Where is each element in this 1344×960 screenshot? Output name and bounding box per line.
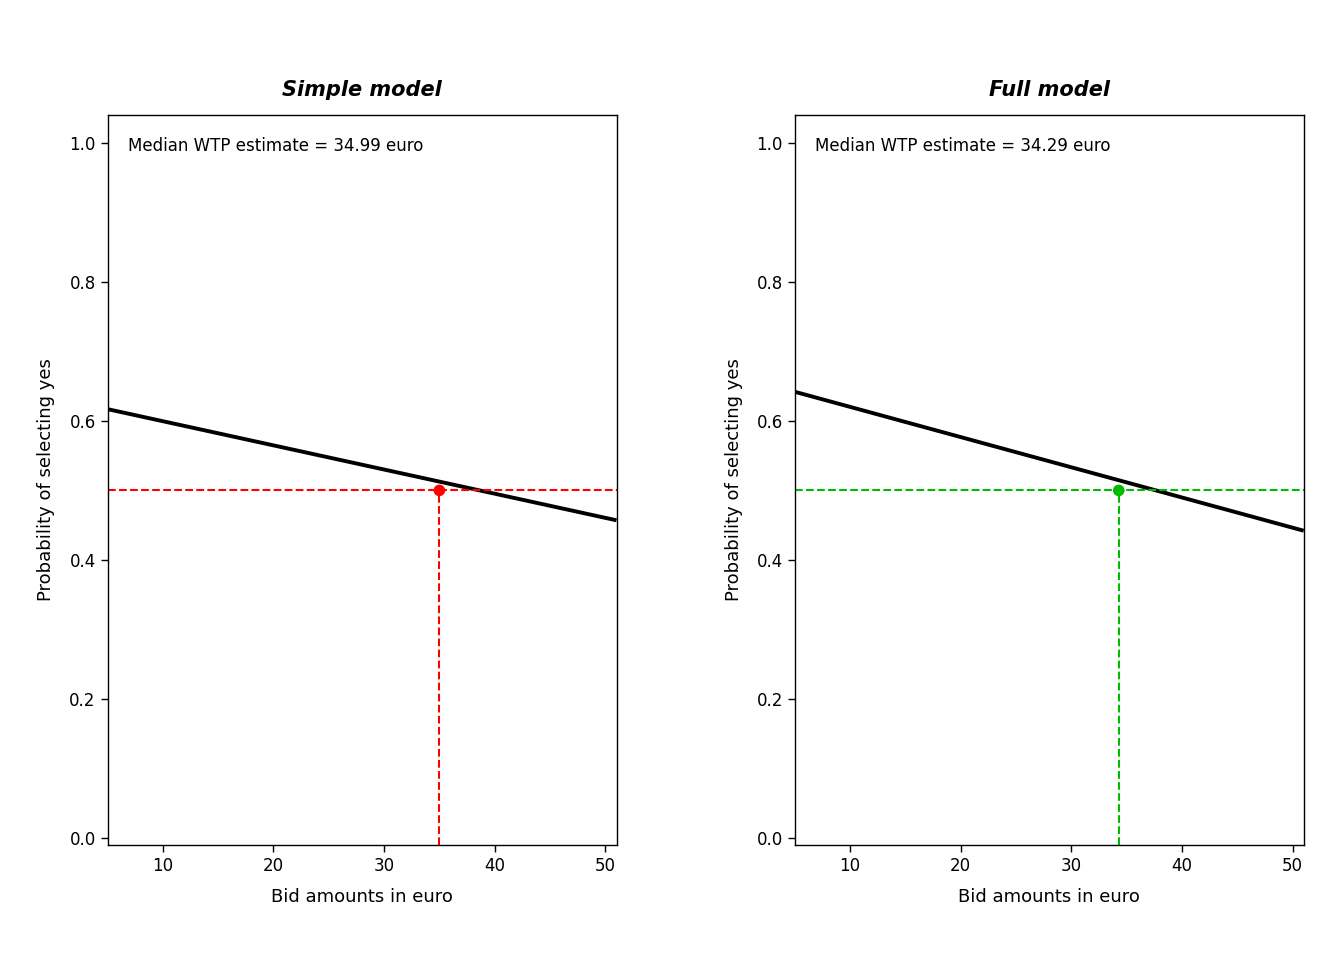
- Point: [429, 483, 450, 498]
- X-axis label: Bid amounts in euro: Bid amounts in euro: [958, 889, 1140, 906]
- Y-axis label: Probability of selecting yes: Probability of selecting yes: [38, 359, 55, 601]
- Text: Median WTP estimate = 34.99 euro: Median WTP estimate = 34.99 euro: [128, 137, 423, 156]
- Title: Full model: Full model: [989, 80, 1110, 100]
- Point: [1107, 483, 1129, 498]
- Text: Median WTP estimate = 34.29 euro: Median WTP estimate = 34.29 euro: [814, 137, 1110, 156]
- Y-axis label: Probability of selecting yes: Probability of selecting yes: [724, 359, 743, 601]
- Title: Simple model: Simple model: [282, 80, 442, 100]
- X-axis label: Bid amounts in euro: Bid amounts in euro: [271, 889, 453, 906]
